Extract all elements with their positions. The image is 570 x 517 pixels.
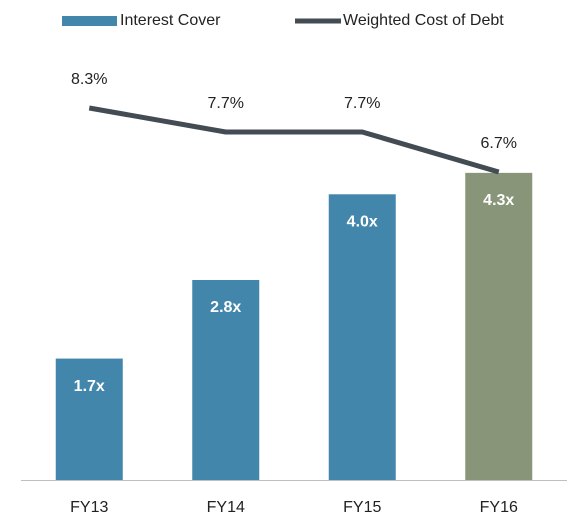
legend-label: Interest Cover: [120, 12, 221, 29]
legend-label: Weighted Cost of Debt: [343, 12, 504, 29]
x-tick-label: FY15: [343, 499, 381, 516]
line-value-label: 6.7%: [481, 135, 517, 152]
bar: [328, 194, 396, 481]
bar: [192, 280, 260, 480]
line: [88, 105, 500, 175]
bar-value-label: 1.7x: [74, 378, 105, 395]
x-tick-label: FY16: [480, 499, 518, 516]
x-tick-label: FY14: [207, 499, 245, 516]
bar: [55, 358, 123, 480]
line-value-label: 7.7%: [344, 95, 380, 112]
legend-swatch: [62, 16, 117, 26]
x-tick-label: FY13: [70, 499, 108, 516]
line-value-label: 7.7%: [208, 95, 244, 112]
bar-value-label: 4.3x: [483, 192, 514, 209]
bar-value-label: 2.8x: [210, 299, 241, 316]
bar-value-label: 4.0x: [347, 214, 378, 231]
bar: [465, 172, 533, 480]
line-value-label: 8.3%: [71, 71, 107, 88]
